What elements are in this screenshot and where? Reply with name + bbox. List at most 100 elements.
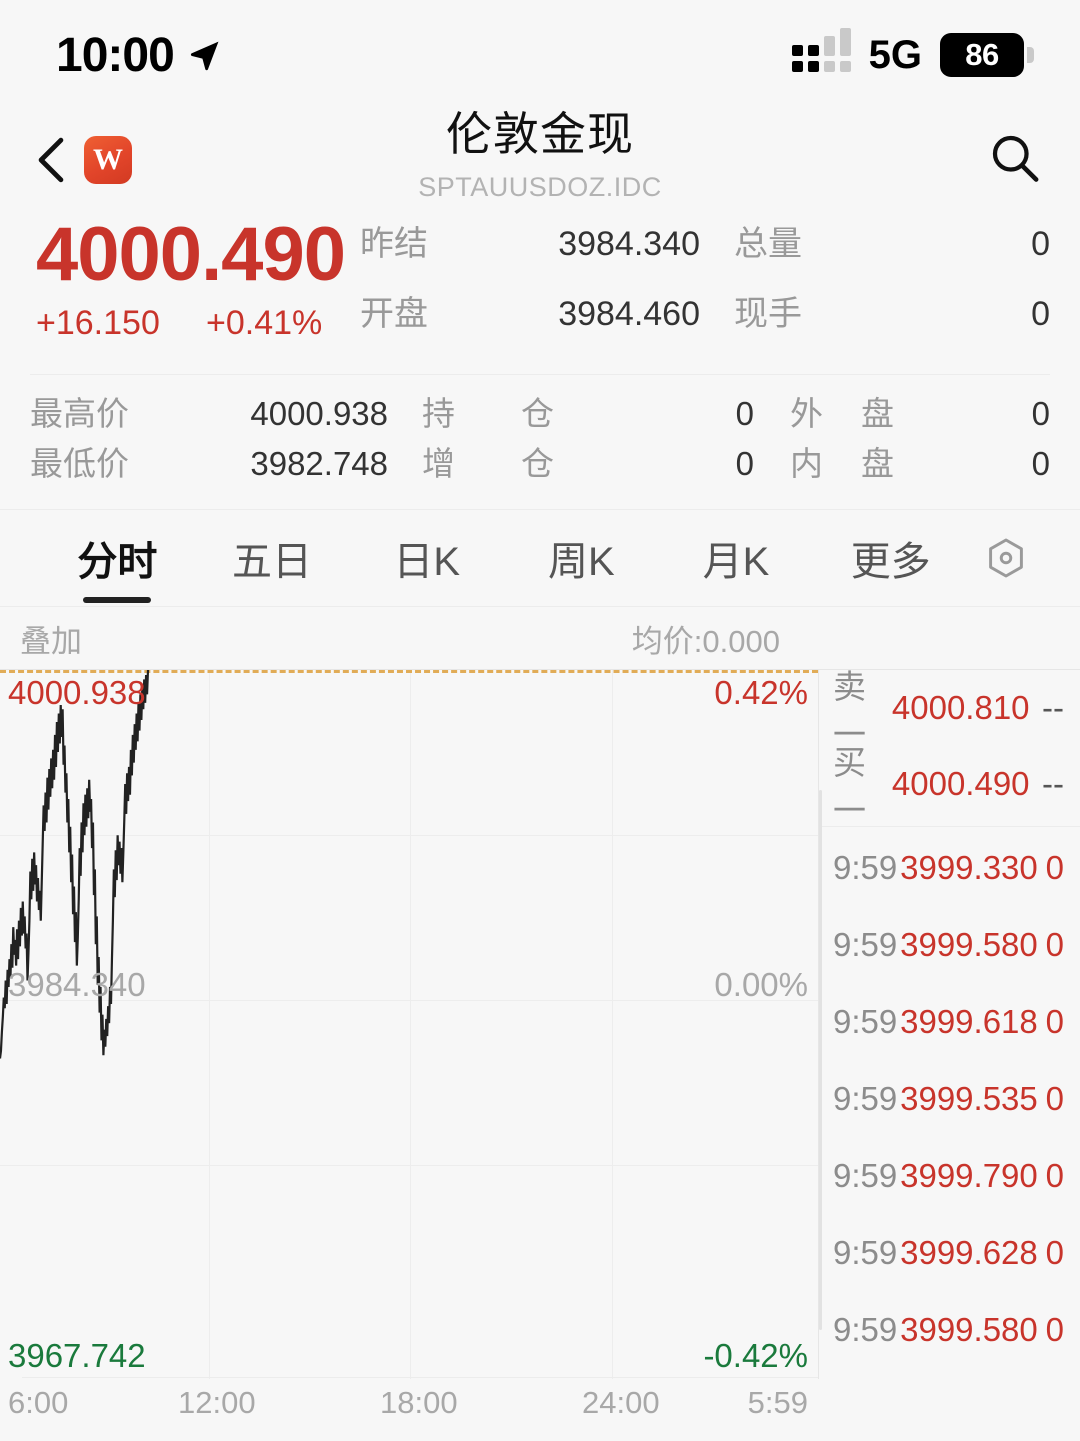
tab-daily-k-label: 日K — [393, 540, 461, 584]
status-time: 10:00 — [56, 28, 175, 82]
hexagon-settings-icon — [989, 538, 1023, 578]
tab-intraday-label: 分时 — [77, 540, 158, 584]
trade-time: 9:59 — [833, 925, 898, 963]
trade-time: 9:59 — [833, 1310, 898, 1348]
back-chevron-icon[interactable] — [34, 137, 68, 183]
trade-row: 9:59 3999.330 0 — [819, 1368, 1080, 1379]
bid-qty: -- — [1042, 765, 1064, 802]
nav-bar: W 伦敦金现 SPTAUUSDOZ.IDC — [0, 108, 1080, 210]
tab-intraday[interactable]: 分时 — [40, 529, 195, 603]
stat-value-open: 3984.460 — [558, 295, 700, 333]
detail-value-inner: 0 — [1031, 445, 1050, 482]
quote-panel: 4000.490 +16.150 +0.41% 昨结 3984.340 总量 0… — [0, 210, 1080, 487]
quote-detail-rows: 最高价 4000.938 持 仓 0 外 盘 0 最低价 3982.748 增 … — [30, 375, 1050, 487]
order-book-divider — [819, 826, 1080, 827]
tabs-bottom-divider — [0, 606, 1080, 607]
status-bar-left: 10:00 — [56, 28, 222, 83]
ask-price: 4000.810 — [891, 689, 1030, 726]
search-icon[interactable] — [990, 133, 1040, 183]
detail-value-low: 3982.748 — [250, 445, 388, 482]
tab-weekly-k[interactable]: 周K — [504, 529, 659, 587]
detail-label-outer-b: 盘 — [861, 395, 894, 432]
stat-label-volume: 总量 — [734, 225, 802, 263]
trade-row: 9:59 3999.618 0 — [819, 983, 1080, 1060]
chart-tabs: 分时 五日 日K 周K 月K 更多 — [0, 510, 1080, 606]
stat-value-prev-close: 3984.340 — [558, 225, 700, 263]
stats-column: 昨结 3984.340 总量 0 开盘 3984.460 现手 0 — [360, 216, 1050, 360]
trade-price: 3999.618 — [900, 1002, 1038, 1040]
detail-label-position-change: 增 仓 — [388, 437, 554, 485]
detail-label-outer: 外 盘 — [754, 387, 894, 435]
price-column: 4000.490 +16.150 +0.41% — [30, 216, 360, 360]
trade-price: 3999.790 — [900, 1156, 1038, 1194]
detail-label-open-interest: 持 仓 — [388, 387, 554, 435]
chart-settings-button[interactable] — [968, 536, 1044, 580]
scrollbar[interactable] — [819, 790, 822, 1330]
instrument-symbol: SPTAUUSDOZ.IDC — [418, 172, 662, 202]
ask-qty: -- — [1042, 689, 1064, 726]
stat-label-prev-close: 昨结 — [360, 225, 428, 263]
trade-row: 9:59 3999.790 0 — [819, 1137, 1080, 1214]
detail-label-inner-a: 内 — [790, 445, 823, 482]
high-price-dashed-line — [0, 670, 818, 673]
location-arrow-icon — [190, 41, 219, 71]
overlay-button[interactable]: 叠加 — [20, 623, 82, 659]
stat-label-current-volume: 现手 — [734, 295, 802, 333]
detail-label-high: 最高价 — [30, 395, 129, 432]
detail-label-open-interest-b: 仓 — [521, 395, 554, 432]
bottom-divider — [22, 1377, 818, 1378]
x-tick-3: 24:00 — [582, 1385, 660, 1420]
battery-level: 86 — [965, 37, 999, 72]
detail-value-high: 4000.938 — [250, 395, 388, 432]
table-row: 最高价 4000.938 持 仓 0 外 盘 0 — [30, 387, 1050, 437]
tab-five-day-label: 五日 — [232, 540, 312, 584]
tab-daily-k[interactable]: 日K — [349, 529, 504, 587]
detail-label-open-interest-a: 持 — [422, 395, 455, 432]
price-line — [0, 670, 818, 1379]
bid-label: 买一 — [833, 744, 866, 829]
stat-label-open: 开盘 — [360, 295, 428, 333]
axis-label-low-pct: -0.42% — [703, 1337, 808, 1374]
detail-value-position-change: 0 — [735, 445, 754, 482]
trade-row: 9:59 3999.535 0 — [819, 1060, 1080, 1137]
bid-price: 4000.490 — [891, 765, 1030, 802]
trade-row: 9:59 3999.580 0 — [819, 1291, 1080, 1368]
trade-price: 3999.580 — [900, 925, 1038, 963]
nav-title-group: 伦敦金现 SPTAUUSDOZ.IDC — [0, 98, 1080, 203]
trade-price: 3999.580 — [900, 1310, 1038, 1348]
axis-label-low-price: 3967.742 — [8, 1337, 146, 1374]
tab-monthly-k[interactable]: 月K — [659, 529, 814, 587]
nav-right-group — [990, 133, 1040, 188]
trade-row: 9:59 3999.330 0 — [819, 829, 1080, 906]
chart-grid — [0, 670, 818, 1379]
order-book-ask-row[interactable]: 卖一 4000.810 -- — [819, 670, 1080, 753]
trade-qty: 0 — [1045, 1079, 1064, 1117]
chart-tabs-bar: 分时 五日 日K 周K 月K 更多 — [0, 509, 1080, 607]
quote-top-row: 4000.490 +16.150 +0.41% 昨结 3984.340 总量 0… — [30, 216, 1050, 360]
detail-value-open-interest: 0 — [735, 395, 754, 432]
app-logo[interactable]: W — [84, 136, 132, 184]
x-tick-0: 6:00 — [8, 1385, 69, 1420]
intraday-chart[interactable]: 4000.938 0.42% 3984.340 0.00% 3967.742 -… — [0, 669, 818, 1420]
change-absolute: +16.150 — [36, 303, 160, 342]
tab-weekly-k-label: 周K — [548, 540, 615, 584]
axis-label-mid-price: 3984.340 — [8, 966, 146, 1003]
trade-qty: 0 — [1045, 1310, 1064, 1348]
tab-more-label: 更多 — [850, 540, 931, 584]
status-bar: 10:00 5G 86 — [0, 0, 1080, 110]
trade-price: 3999.330 — [900, 848, 1038, 886]
stat-value-volume: 0 — [1031, 225, 1050, 263]
chart-and-book-area: 4000.938 0.42% 3984.340 0.00% 3967.742 -… — [0, 669, 1080, 1420]
order-book-and-trades[interactable]: 卖一 4000.810 -- 买一 4000.490 -- 9:59 3999.… — [818, 669, 1080, 1379]
tab-monthly-k-label: 月K — [702, 540, 770, 584]
trade-row: 9:59 3999.628 0 — [819, 1214, 1080, 1291]
stat-row: 开盘 3984.460 现手 0 — [360, 286, 1050, 356]
change-percent: +0.41% — [206, 303, 323, 342]
detail-label-position-change-a: 增 — [422, 445, 455, 482]
axis-label-high-pct: 0.42% — [714, 674, 808, 711]
tab-more[interactable]: 更多 — [813, 529, 968, 587]
last-price: 4000.490 — [36, 212, 346, 297]
price-change-group: +16.150 +0.41% — [36, 304, 360, 343]
order-book-bid-row[interactable]: 买一 4000.490 -- — [819, 744, 1080, 829]
tab-five-day[interactable]: 五日 — [195, 529, 350, 587]
